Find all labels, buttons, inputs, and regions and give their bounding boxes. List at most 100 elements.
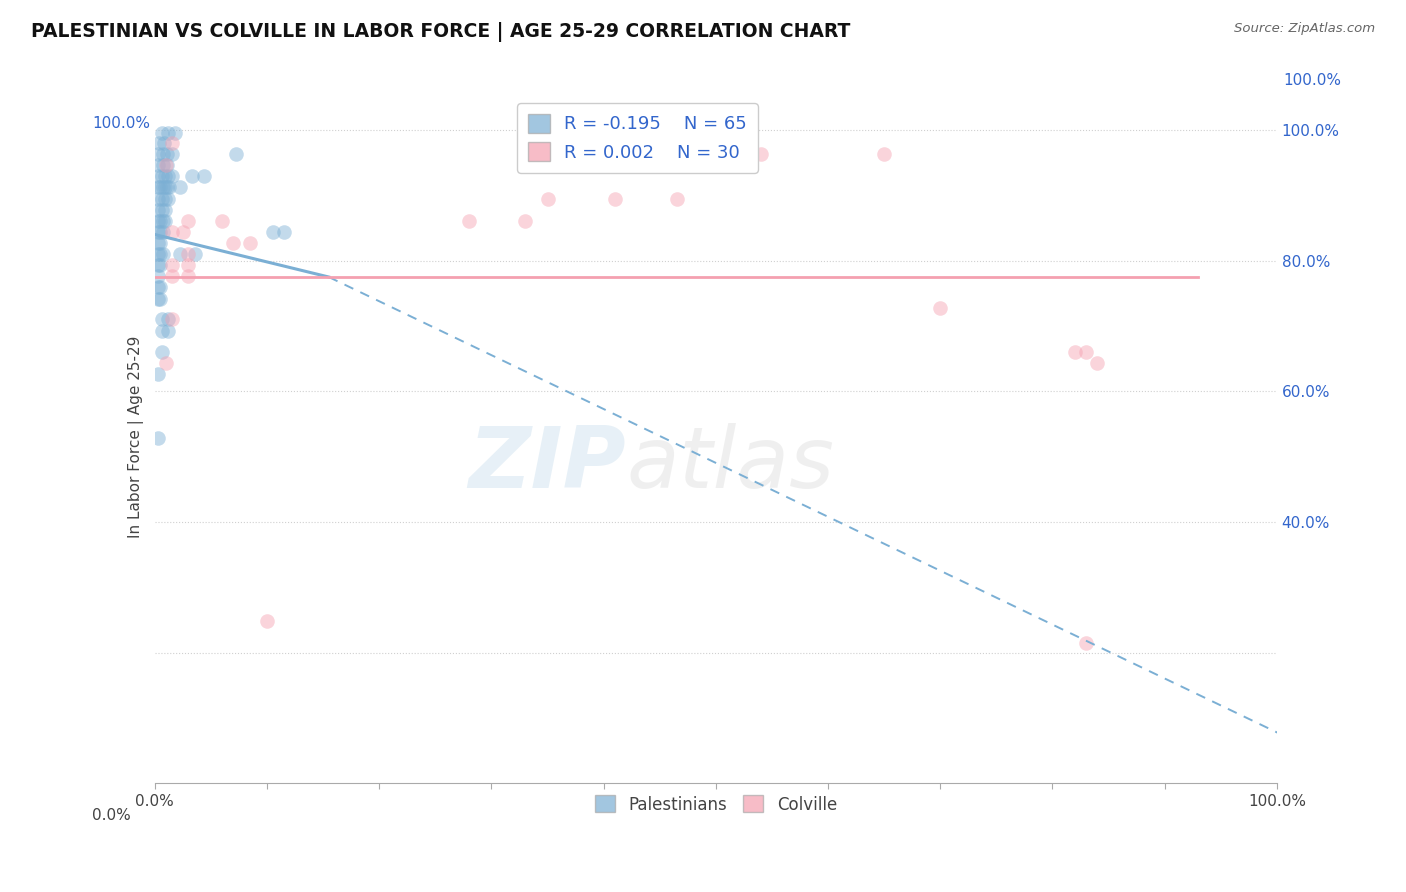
Point (150, 169, 173, 184)
Point (156, 180, 179, 194)
Point (749, 147, 772, 161)
Point (1085, 356, 1108, 370)
Point (148, 192, 170, 206)
Point (157, 324, 180, 338)
Point (149, 214, 172, 228)
Point (153, 136, 176, 150)
Point (150, 345, 173, 359)
Point (156, 158, 179, 172)
Point (148, 269, 170, 284)
Point (172, 225, 194, 239)
Point (149, 258, 172, 272)
Point (148, 202, 170, 217)
Point (148, 292, 170, 306)
Point (152, 180, 174, 194)
Text: Source: ZipAtlas.com: Source: ZipAtlas.com (1234, 22, 1375, 36)
Point (149, 247, 172, 261)
Point (153, 202, 176, 217)
Point (273, 225, 295, 239)
Point (169, 180, 191, 194)
Text: 0.0%: 0.0% (93, 808, 131, 823)
Point (222, 235, 245, 250)
Point (157, 169, 180, 184)
Point (157, 180, 180, 194)
Point (160, 225, 183, 239)
Point (149, 180, 172, 194)
Point (513, 214, 536, 228)
Point (157, 126, 180, 140)
Point (148, 235, 170, 250)
Point (536, 192, 558, 206)
Text: 100.0%: 100.0% (1284, 73, 1341, 88)
Point (160, 169, 183, 184)
Point (153, 192, 176, 206)
Point (160, 136, 183, 150)
Point (160, 147, 183, 161)
Point (152, 158, 174, 172)
Text: atlas: atlas (626, 424, 834, 507)
Point (153, 169, 176, 184)
Point (152, 247, 174, 261)
Point (180, 169, 202, 184)
Point (148, 432, 170, 446)
Point (603, 192, 626, 206)
Point (160, 269, 183, 284)
Point (155, 158, 177, 172)
Point (150, 192, 173, 206)
Point (152, 147, 174, 161)
Point (153, 180, 176, 194)
Point (177, 247, 200, 261)
Point (163, 126, 186, 140)
Point (665, 192, 688, 206)
Point (148, 367, 170, 381)
Point (160, 312, 183, 326)
Point (193, 169, 215, 184)
Point (262, 225, 284, 239)
Point (149, 292, 172, 306)
Point (225, 147, 247, 161)
Point (239, 235, 262, 250)
Point (149, 235, 172, 250)
Point (184, 247, 207, 261)
Point (155, 356, 177, 370)
Point (148, 214, 170, 228)
Point (458, 214, 481, 228)
Point (148, 147, 170, 161)
Point (148, 136, 170, 150)
Point (148, 225, 170, 239)
Point (682, 147, 704, 161)
Point (149, 280, 172, 294)
Text: ZIP: ZIP (468, 424, 626, 507)
Point (169, 247, 191, 261)
Point (157, 312, 180, 326)
Point (256, 615, 278, 629)
Point (152, 214, 174, 228)
Point (152, 225, 174, 239)
Point (148, 280, 170, 294)
Point (156, 147, 179, 161)
Point (177, 214, 200, 228)
Point (149, 225, 172, 239)
Point (177, 269, 200, 284)
Point (148, 247, 170, 261)
Legend: Palestinians, Colville: Palestinians, Colville (588, 789, 844, 820)
Point (157, 192, 180, 206)
Point (148, 169, 170, 184)
Text: PALESTINIAN VS COLVILLE IN LABOR FORCE | AGE 25-29 CORRELATION CHART: PALESTINIAN VS COLVILLE IN LABOR FORCE |… (31, 22, 851, 42)
Point (153, 214, 176, 228)
Point (1074, 345, 1097, 359)
Point (148, 158, 170, 172)
Point (1063, 345, 1085, 359)
Point (873, 147, 896, 161)
Point (160, 258, 183, 272)
Point (150, 126, 173, 140)
Point (148, 258, 170, 272)
Point (211, 214, 233, 228)
Point (150, 202, 173, 217)
Point (1074, 636, 1097, 650)
Point (148, 180, 170, 194)
Point (150, 324, 173, 338)
Point (177, 258, 200, 272)
Y-axis label: In Labor Force | Age 25-29: In Labor Force | Age 25-29 (128, 336, 143, 538)
Point (150, 312, 173, 326)
